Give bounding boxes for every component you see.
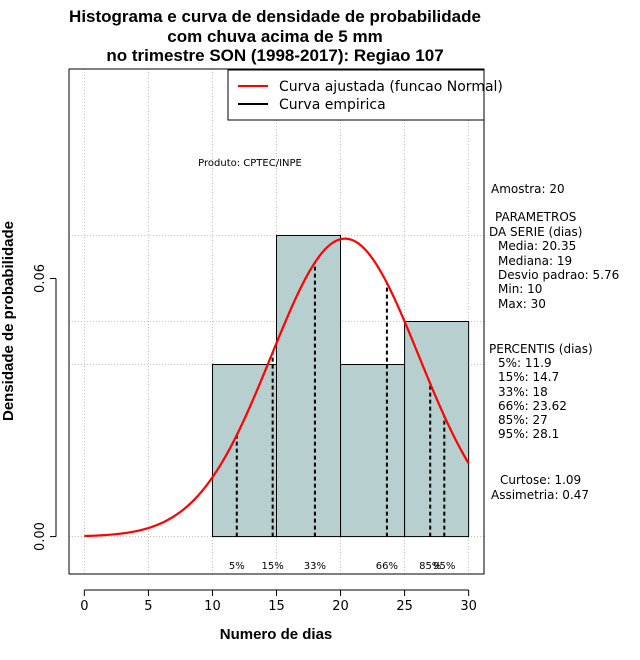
x-axis-label: Numero de dias	[220, 626, 333, 643]
percentil-66: 66%: 23.62	[498, 399, 567, 413]
x-axis: 0 5 10 15 20 25 30	[80, 589, 477, 614]
y-tick-label-0: 0.00	[33, 522, 48, 551]
histogram-bar-0	[211, 364, 277, 538]
percentil-15: 15%: 14.7	[498, 370, 559, 384]
param-median: Mediana: 19	[498, 254, 572, 268]
param-mean: Media: 20.35	[498, 239, 576, 253]
histogram-bar-2	[340, 364, 406, 538]
fitted-curve	[84, 237, 470, 538]
percentil-33: 33%: 18	[498, 385, 548, 399]
x-tick-label-6: 30	[460, 599, 477, 614]
histogram-bar-1	[276, 234, 342, 538]
percentil-95: 95%: 28.1	[498, 427, 559, 441]
percentile-label-0: 5%	[229, 561, 245, 572]
x-tick-label-4: 20	[332, 599, 349, 614]
percentile-label-3: 66%	[376, 561, 398, 572]
legend-label-empirical: Curva empirica	[279, 97, 386, 113]
percentile-label-1: 15%	[262, 561, 284, 572]
y-axis-label: Densidade de probabilidade	[0, 221, 17, 421]
percentil-85: 85%: 27	[498, 413, 548, 427]
percentile-label-4: 85%	[419, 561, 441, 572]
legend-label-fitted: Curva ajustada (funcao Normal)	[279, 79, 503, 95]
x-tick-label-1: 5	[144, 599, 152, 614]
y-tick-label-1: 0.06	[33, 264, 48, 293]
percentil-5: 5%: 11.9	[498, 356, 552, 370]
product-annotation: Produto: CPTEC/INPE	[198, 158, 302, 169]
params-title-1: PARAMETROS	[495, 210, 576, 224]
x-tick-label-3: 15	[268, 599, 285, 614]
param-stddev: Desvio padrao: 5.76	[498, 268, 619, 282]
legend-box	[227, 69, 485, 121]
y-axis: 0.00 0.06	[33, 264, 57, 551]
histogram-bar-3	[404, 321, 470, 538]
chart-title-line-3: no trimestre SON (1998-2017): Regiao 107	[106, 46, 443, 65]
skewness: Assimetria: 0.47	[491, 488, 589, 502]
histogram-bars	[211, 234, 470, 538]
percentis-title: PERCENTIS (dias)	[489, 342, 593, 356]
chart-title-line-1: Histograma e curva de densidade de proba…	[69, 7, 481, 26]
percentile-label-2: 33%	[304, 561, 326, 572]
x-tick-label-0: 0	[80, 599, 88, 614]
legend: Curva ajustada (funcao Normal) Curva emp…	[227, 69, 503, 121]
fitted-normal-curve	[84, 237, 470, 538]
chart-title-line-2: com chuva acima de 5 mm	[167, 27, 382, 46]
param-max: Max: 30	[498, 297, 546, 311]
percentile-lines: 5% 15% 33% 66% 85%95%	[229, 262, 455, 572]
sample-size: Amostra: 20	[491, 182, 565, 196]
param-min: Min: 10	[498, 282, 542, 296]
x-tick-label-5: 25	[396, 599, 413, 614]
statistics-panel: Amostra: 20 PARAMETROS DA SERIE (dias) M…	[489, 182, 619, 502]
plot-frame	[68, 68, 485, 575]
x-tick-label-2: 10	[204, 599, 221, 614]
kurtosis: Curtose: 1.09	[500, 473, 581, 487]
params-title-2: DA SERIE (dias)	[489, 225, 582, 239]
percentile-label-5: 95%	[433, 561, 455, 572]
